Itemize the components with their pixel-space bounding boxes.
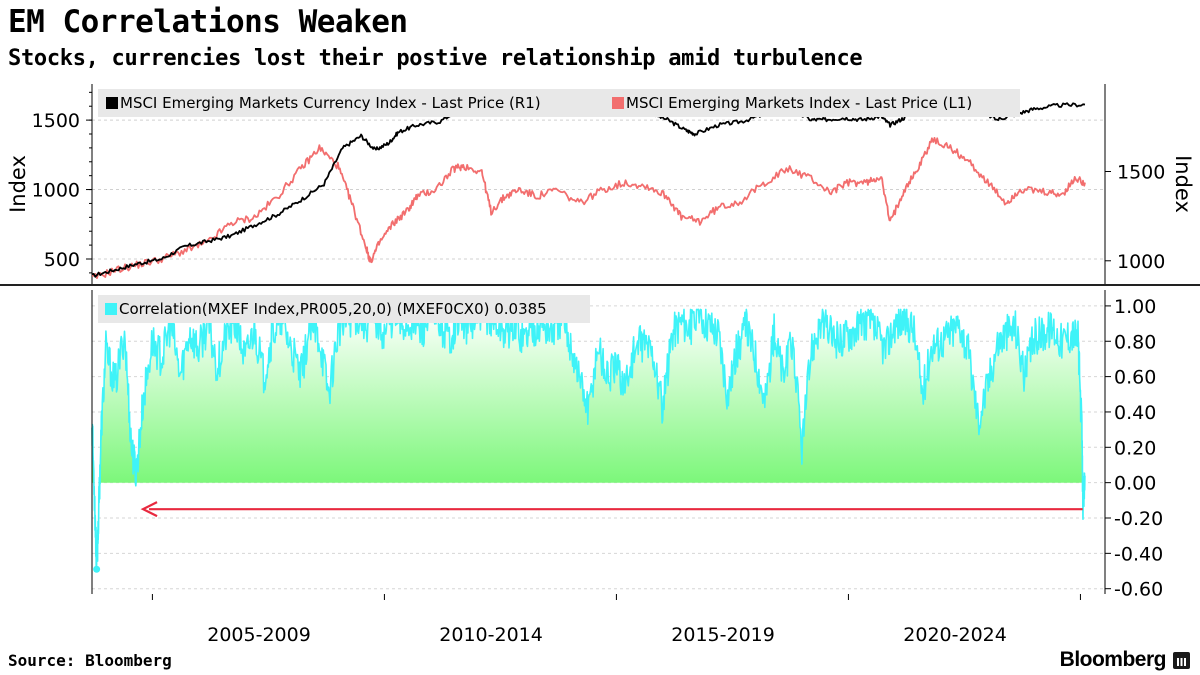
bottom-legend: Correlation(MXEF Index,PR005,20,0) (MXEF… — [98, 295, 590, 323]
bottom-right-ticks: 1.00 0.80 0.60 0.40 0.20 0.00 -0.20 -0.40 -0.60 — [1105, 296, 1163, 601]
bottom-right-tick-label: -0.60 — [1114, 579, 1163, 601]
legend-swatch-currency — [106, 97, 118, 109]
bottom-right-tick-label: -0.40 — [1114, 543, 1163, 565]
top-right-ticks: 1000 1500 — [1105, 162, 1165, 273]
chart-title: EM Correlations Weaken — [8, 4, 408, 40]
x-axis-ticks: 2005-2009 2010-2014 2015-2019 2020-2024 — [151, 594, 1081, 646]
legend-swatch-correlation — [105, 303, 117, 315]
top-right-tick-label: 1000 — [1117, 251, 1165, 273]
top-plot-area — [92, 84, 1105, 284]
top-legend-background — [98, 89, 1020, 117]
equity-index-line — [91, 137, 1086, 279]
top-right-tick-label: 1500 — [1117, 162, 1165, 184]
x-axis-tick-label: 2010-2014 — [439, 624, 543, 646]
correlation-line — [91, 308, 1086, 572]
top-left-tick-label: 500 — [44, 249, 80, 271]
bottom-panel: 1.000.800.600.400.200.00-0.20-0.40-0.60 … — [91, 290, 1163, 646]
legend-label-currency: MSCI Emerging Markets Currency Index - L… — [120, 94, 541, 112]
top-left-ticks: 500 1000 1500 — [32, 91, 92, 274]
bloomberg-chart-icon — [1173, 652, 1190, 669]
bottom-series — [91, 308, 1086, 573]
bottom-right-tick-label: 0.40 — [1114, 402, 1156, 424]
bottom-right-tick-label: 1.00 — [1114, 296, 1156, 318]
bottom-right-tick-label: 0.80 — [1114, 331, 1156, 353]
legend-label-correlation: Correlation(MXEF Index,PR005,20,0) (MXEF… — [119, 300, 547, 318]
x-axis-tick-label: 2020-2024 — [903, 624, 1007, 646]
bottom-annotations — [140, 501, 1083, 518]
annotation-arrow-head — [140, 501, 158, 518]
x-axis-tick-label: 2015-2019 — [671, 624, 775, 646]
bottom-right-tick-label: 0.20 — [1114, 437, 1156, 459]
top-left-tick-label: 1000 — [32, 180, 80, 202]
top-legend: MSCI Emerging Markets Currency Index - L… — [98, 89, 1020, 117]
chart-subtitle: Stocks, currencies lost their postive re… — [8, 46, 863, 71]
bottom-right-tick-label: 0.60 — [1114, 367, 1156, 389]
bottom-right-tick-label: 0.00 — [1114, 473, 1156, 495]
bottom-legend-background — [98, 295, 590, 323]
bottom-right-tick-label: -0.20 — [1114, 508, 1163, 530]
top-panel: 500 1000 1500 1000 1500 Index Index MSCI Em… — [6, 84, 1195, 284]
legend-label-equity: MSCI Emerging Markets Index - Last Price… — [626, 94, 972, 112]
correlation-min-point — [93, 565, 101, 573]
top-left-axis-label: Index — [6, 155, 30, 213]
top-left-tick-label: 1500 — [32, 110, 80, 132]
top-right-axis-label: Index — [1171, 155, 1195, 213]
source-note: Source: Bloomberg — [8, 651, 172, 670]
bloomberg-logo: Bloomberg — [1059, 648, 1167, 671]
x-axis-tick-label: 2005-2009 — [207, 624, 311, 646]
legend-swatch-equity — [612, 97, 624, 109]
